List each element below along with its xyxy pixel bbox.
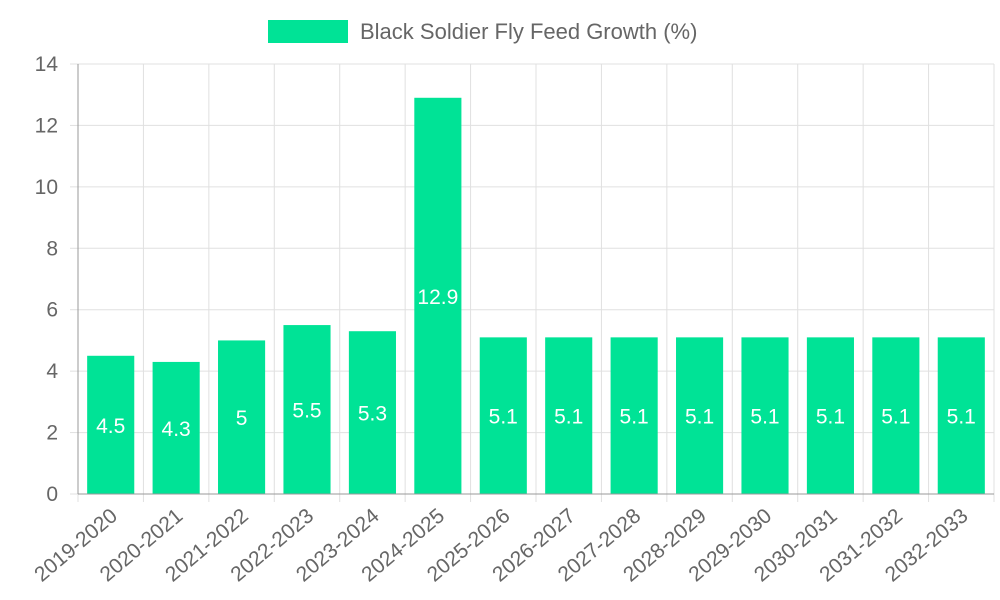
y-tick-label: 2 [46, 422, 58, 445]
data-label: 12.9 [417, 286, 458, 309]
bar[interactable] [937, 337, 985, 494]
bar[interactable] [806, 337, 854, 494]
data-label: 5.1 [816, 406, 845, 429]
legend-label: Black Soldier Fly Feed Growth (%) [360, 19, 697, 44]
data-label: 4.3 [162, 418, 191, 441]
axes [77, 64, 994, 495]
y-axis-ticks: 0 2 4 6 8 10 12 14 [35, 53, 78, 506]
data-label: 5.1 [620, 406, 649, 429]
bars [87, 97, 985, 495]
grid [77, 63, 995, 502]
y-tick-label: 4 [46, 360, 58, 383]
bar[interactable] [152, 361, 200, 494]
bar[interactable] [741, 337, 789, 494]
data-label: 5 [236, 407, 248, 430]
data-label: 5.1 [554, 406, 583, 429]
y-tick-label: 8 [46, 237, 58, 260]
y-tick-label: 14 [35, 53, 59, 76]
data-label: 5.1 [947, 406, 976, 429]
data-label: 5.5 [292, 400, 321, 423]
data-labels: 4.5 4.3 5 5.5 5.3 12.9 5.1 5.1 5.1 5.1 5.1 5.1 5.1 5.… [96, 286, 976, 441]
y-tick-label: 10 [35, 176, 58, 199]
bar[interactable] [283, 325, 331, 494]
bar[interactable] [676, 337, 724, 494]
data-label: 4.5 [96, 415, 125, 438]
y-tick-label: 12 [35, 114, 58, 137]
data-label: 5.1 [685, 406, 714, 429]
data-label: 5.3 [358, 403, 387, 426]
data-label: 5.1 [881, 406, 910, 429]
legend-swatch [268, 20, 348, 43]
bar[interactable] [348, 331, 396, 494]
bar[interactable] [545, 337, 593, 494]
bar[interactable] [218, 340, 266, 494]
data-label: 5.1 [489, 406, 518, 429]
y-tick-label: 6 [46, 299, 58, 322]
y-tick-label: 0 [46, 483, 58, 506]
bar[interactable] [610, 337, 658, 494]
data-label: 5.1 [750, 406, 779, 429]
legend[interactable]: Black Soldier Fly Feed Growth (%) [268, 19, 697, 44]
bar[interactable] [872, 337, 920, 494]
bar[interactable] [414, 97, 462, 495]
bar[interactable] [479, 337, 527, 494]
bar[interactable] [87, 355, 135, 494]
x-axis-ticks: 2019-20202020-20212021-20222022-20232023… [30, 504, 972, 586]
